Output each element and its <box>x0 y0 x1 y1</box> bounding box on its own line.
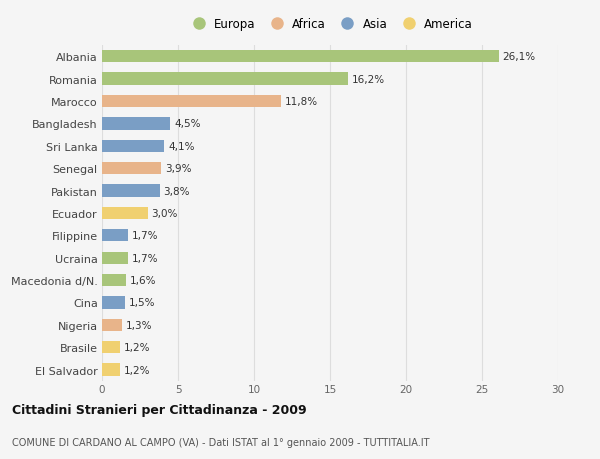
Bar <box>102 140 164 152</box>
Text: 1,2%: 1,2% <box>124 365 151 375</box>
Text: 11,8%: 11,8% <box>285 97 318 107</box>
Text: Cittadini Stranieri per Cittadinanza - 2009: Cittadini Stranieri per Cittadinanza - 2… <box>12 403 307 416</box>
Bar <box>102 51 499 63</box>
Text: 1,7%: 1,7% <box>131 253 158 263</box>
Bar <box>102 297 125 309</box>
Bar <box>102 252 128 264</box>
Bar <box>102 185 160 197</box>
Bar <box>102 118 170 130</box>
Text: 3,0%: 3,0% <box>151 208 178 218</box>
Bar <box>102 95 281 108</box>
Text: 4,1%: 4,1% <box>168 141 194 151</box>
Bar <box>102 341 120 353</box>
Text: COMUNE DI CARDANO AL CAMPO (VA) - Dati ISTAT al 1° gennaio 2009 - TUTTITALIA.IT: COMUNE DI CARDANO AL CAMPO (VA) - Dati I… <box>12 437 430 447</box>
Bar <box>102 274 127 286</box>
Text: 1,2%: 1,2% <box>124 342 151 353</box>
Bar <box>102 319 122 331</box>
Text: 1,3%: 1,3% <box>125 320 152 330</box>
Text: 1,7%: 1,7% <box>131 231 158 241</box>
Legend: Europa, Africa, Asia, America: Europa, Africa, Asia, America <box>187 18 473 31</box>
Bar <box>102 207 148 219</box>
Bar <box>102 73 348 85</box>
Text: 3,9%: 3,9% <box>165 164 191 174</box>
Text: 3,8%: 3,8% <box>164 186 190 196</box>
Text: 16,2%: 16,2% <box>352 74 385 84</box>
Bar <box>102 162 161 175</box>
Bar <box>102 364 120 376</box>
Text: 4,5%: 4,5% <box>174 119 201 129</box>
Bar <box>102 230 128 242</box>
Text: 1,5%: 1,5% <box>128 298 155 308</box>
Text: 26,1%: 26,1% <box>503 52 536 62</box>
Text: 1,6%: 1,6% <box>130 275 157 285</box>
